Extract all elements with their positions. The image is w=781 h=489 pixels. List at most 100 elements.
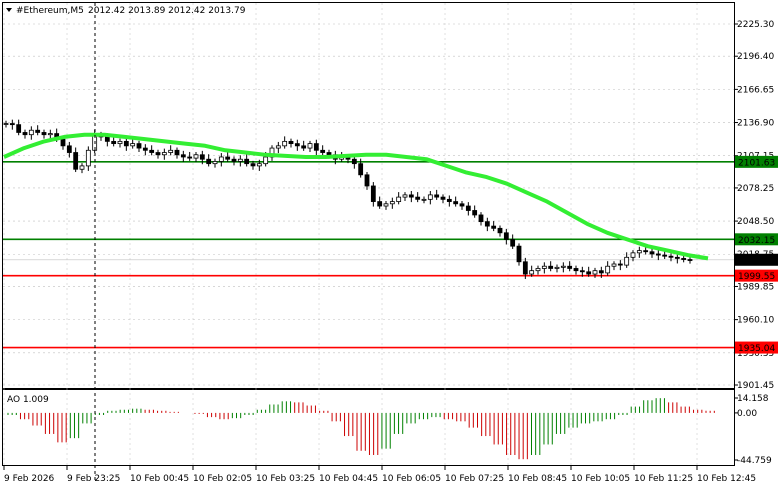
candle-body — [320, 149, 326, 153]
candle-body — [149, 149, 155, 153]
time-tick-label: 9 Feb 2026 — [4, 474, 55, 484]
candle-body — [529, 270, 535, 275]
price-tick-label: 2136.90 — [737, 119, 774, 129]
candle-body — [459, 203, 465, 207]
candle-body — [275, 145, 281, 149]
ohlc-values: 2012.42 2013.89 2012.42 2013.79 — [88, 6, 246, 16]
price-tick-label: 2196.40 — [737, 52, 774, 62]
time-tick-label: 10 Feb 08:45 — [508, 474, 567, 484]
candle-body — [674, 256, 680, 259]
price-tick-label: 1930.35 — [737, 349, 774, 359]
candle-body — [358, 163, 364, 176]
candle-body — [605, 265, 611, 274]
candle-body — [427, 194, 433, 200]
time-tick-label: 10 Feb 04:45 — [319, 474, 378, 484]
levels — [3, 161, 734, 349]
candle-body — [104, 136, 110, 142]
candle-body — [212, 161, 218, 165]
candle-body — [484, 221, 490, 227]
candle-body — [79, 165, 85, 170]
candle-body — [326, 152, 332, 156]
candle-body — [446, 198, 452, 202]
candle-body — [573, 268, 579, 272]
moving-average — [3, 132, 709, 261]
candle-body — [662, 254, 668, 257]
candles — [3, 119, 693, 280]
candle-body — [282, 140, 288, 147]
candle-body — [294, 143, 300, 147]
candle-body — [66, 145, 72, 153]
candle-body — [22, 132, 28, 136]
candle-body — [681, 258, 687, 260]
price-tick-label: 2078.25 — [737, 184, 774, 194]
indicator-label: AO 1.009 — [7, 395, 49, 405]
candle-body — [206, 158, 212, 165]
candle-body — [28, 129, 34, 136]
candle-body — [16, 124, 22, 133]
ao-tick-label: -44.759 — [737, 456, 772, 466]
symbol-timeframe: #Ethereum,M5 — [16, 6, 84, 16]
candle-body — [617, 263, 623, 266]
candle-body — [263, 156, 269, 165]
candle-body — [655, 253, 661, 256]
candle-body — [567, 265, 573, 269]
candle-body — [199, 154, 205, 160]
time-tick-label: 10 Feb 02:05 — [193, 474, 252, 484]
candle-body — [370, 185, 376, 202]
candle-body — [541, 265, 547, 269]
candle-body — [643, 250, 649, 253]
candle-body — [256, 163, 262, 167]
candle-body — [161, 152, 167, 156]
candle-body — [364, 174, 370, 187]
grid — [3, 3, 734, 465]
candle-body — [389, 201, 395, 205]
candle-body — [193, 154, 199, 159]
candle-body — [535, 268, 541, 272]
level-badge — [735, 269, 778, 282]
candle-body — [123, 140, 129, 147]
candle-body — [586, 271, 592, 275]
price-tick-label: 1960.10 — [737, 316, 774, 326]
candle-body — [313, 143, 319, 151]
candle-body — [560, 265, 566, 268]
candle-body — [47, 133, 53, 136]
candle-body — [250, 163, 256, 167]
ao-tick-label: 0.00 — [737, 409, 757, 419]
level-label: 2032.15 — [738, 236, 775, 246]
time-axis: 9 Feb 2026 9 Feb 23:25 10 Feb 00:45 10 Feb … — [3, 466, 756, 484]
candle-body — [522, 261, 528, 275]
candle-body — [453, 201, 459, 205]
candle-body — [491, 225, 497, 229]
candle-body — [630, 252, 636, 258]
candle-body — [187, 156, 193, 159]
candle-body — [111, 140, 117, 145]
time-tick-label: 9 Feb 23:25 — [67, 474, 120, 484]
time-tick-label: 10 Feb 11:25 — [634, 474, 693, 484]
candle-body — [434, 194, 440, 198]
ao-histogram — [7, 398, 715, 460]
candle-body — [624, 256, 630, 266]
candle-body — [503, 232, 509, 240]
candle-body — [41, 132, 47, 136]
level-label: 2101.63 — [738, 158, 775, 168]
candle-body — [465, 205, 471, 211]
chevron-down-icon[interactable] — [6, 8, 12, 12]
candle-body — [516, 245, 522, 263]
level-label: 1935.04 — [738, 344, 775, 354]
candle-body — [415, 196, 421, 200]
candle-body — [598, 270, 604, 274]
candle-body — [9, 123, 15, 126]
candle-body — [592, 270, 598, 275]
candle-body — [351, 158, 357, 165]
candle-body — [548, 265, 554, 269]
candle-body — [288, 140, 294, 145]
candle-body — [396, 196, 402, 202]
time-tick-label: 10 Feb 07:25 — [445, 474, 504, 484]
price-tick-label: 2048.50 — [737, 217, 774, 227]
candle-body — [35, 129, 41, 133]
price-tick-label: 2225.30 — [737, 20, 774, 30]
candle-body — [301, 145, 307, 149]
candle-body — [231, 158, 237, 162]
time-tick-label: 10 Feb 03:25 — [256, 474, 315, 484]
